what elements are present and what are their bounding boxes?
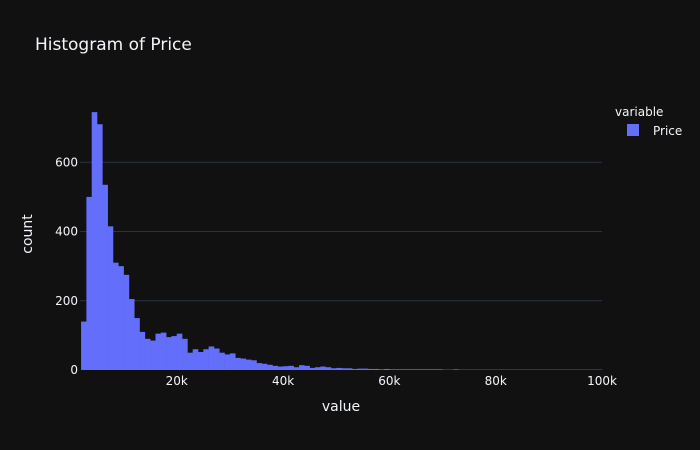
histogram-bar[interactable]	[219, 352, 225, 370]
histogram-bar[interactable]	[128, 299, 135, 370]
y-tick-label: 600	[55, 155, 78, 169]
histogram-bar[interactable]	[304, 365, 310, 370]
x-tick-label: 60k	[378, 374, 400, 388]
histogram-bar[interactable]	[421, 369, 427, 370]
histogram-bar[interactable]	[431, 369, 438, 370]
bars-layer	[81, 112, 603, 370]
histogram-bar[interactable]	[368, 368, 374, 370]
y-tick-label: 400	[55, 225, 78, 239]
legend: variable Price	[615, 105, 682, 138]
histogram-bar[interactable]	[352, 368, 358, 370]
histogram-bar[interactable]	[208, 346, 215, 370]
histogram-bar[interactable]	[394, 369, 401, 370]
histogram-bar[interactable]	[176, 333, 183, 370]
histogram-bar[interactable]	[198, 352, 204, 370]
y-tick-label: 200	[55, 294, 78, 308]
histogram-bar[interactable]	[139, 331, 146, 370]
legend-label-price: Price	[653, 124, 682, 138]
histogram-bar[interactable]	[283, 366, 289, 370]
histogram-bar[interactable]	[330, 368, 337, 370]
histogram-bar[interactable]	[160, 332, 167, 370]
x-tick-label: 80k	[485, 374, 507, 388]
histogram-bar[interactable]	[187, 352, 193, 370]
histogram-bar[interactable]	[378, 369, 385, 370]
histogram-bar[interactable]	[150, 340, 156, 370]
histogram-bar[interactable]	[341, 368, 348, 370]
histogram-bar[interactable]	[86, 196, 92, 370]
histogram-bar[interactable]	[97, 124, 103, 370]
histogram-bar[interactable]	[405, 369, 411, 370]
histogram-bar[interactable]	[410, 369, 417, 370]
histogram-bar[interactable]	[118, 266, 124, 370]
histogram-bar[interactable]	[453, 369, 459, 370]
axis-layer: 0 200 400 600 20k 40k 60k 80k 100k	[55, 155, 617, 388]
histogram-bar[interactable]	[384, 368, 390, 370]
histogram-bar[interactable]	[224, 354, 231, 370]
histogram-bar[interactable]	[123, 274, 130, 370]
x-axis-title: value	[322, 399, 360, 415]
histogram-bar[interactable]	[134, 318, 140, 370]
histogram-bar[interactable]	[203, 349, 209, 370]
x-tick-label: 40k	[272, 374, 294, 388]
histogram-bar[interactable]	[362, 368, 369, 370]
x-tick-label: 100k	[587, 374, 617, 388]
grid-layer	[80, 161, 602, 302]
x-tick-label: 20k	[166, 374, 188, 388]
histogram-bar[interactable]	[346, 368, 353, 370]
histogram-bar[interactable]	[171, 336, 178, 370]
histogram-bar[interactable]	[426, 369, 433, 370]
histogram-bar[interactable]	[182, 338, 188, 370]
histogram-bar[interactable]	[373, 368, 380, 370]
histogram-bar[interactable]	[240, 358, 247, 370]
histogram-bar[interactable]	[309, 367, 316, 370]
histogram-bar[interactable]	[314, 367, 321, 370]
legend-item-price[interactable]: Price	[627, 124, 682, 138]
histogram-bar[interactable]	[81, 321, 87, 370]
histogram-bar[interactable]	[272, 365, 279, 370]
histogram-bar[interactable]	[251, 360, 257, 370]
histogram-bar[interactable]	[325, 367, 332, 370]
histogram-bar[interactable]	[267, 364, 273, 370]
histogram-bar[interactable]	[320, 366, 326, 370]
histogram-bar[interactable]	[415, 369, 422, 370]
legend-swatch	[627, 124, 639, 136]
histogram-bar[interactable]	[437, 369, 443, 370]
histogram-bar[interactable]	[245, 359, 252, 370]
histogram-bar[interactable]	[261, 363, 268, 370]
legend-title: variable	[615, 105, 663, 119]
histogram-bar[interactable]	[155, 333, 162, 370]
histogram-bar[interactable]	[107, 226, 114, 370]
y-tick-label: 0	[70, 363, 78, 377]
histogram-bar[interactable]	[277, 366, 284, 370]
y-axis-title: count	[20, 214, 36, 254]
histogram-bar[interactable]	[288, 365, 294, 370]
histogram-bar[interactable]	[357, 368, 364, 370]
histogram-bar[interactable]	[229, 353, 236, 370]
histogram-bar[interactable]	[213, 348, 220, 370]
histogram-bar[interactable]	[389, 369, 395, 370]
histogram-bar[interactable]	[235, 357, 241, 370]
histogram-bar[interactable]	[112, 262, 119, 370]
histogram-bar[interactable]	[299, 365, 305, 370]
histogram-bar[interactable]	[293, 367, 300, 370]
chart-title: Histogram of Price	[35, 35, 192, 55]
histogram-bar[interactable]	[256, 363, 263, 370]
histogram-bar[interactable]	[91, 112, 98, 370]
histogram-bar[interactable]	[102, 184, 108, 370]
histogram-bar[interactable]	[192, 349, 199, 370]
histogram-bar[interactable]	[166, 337, 172, 370]
histogram-bar[interactable]	[144, 338, 151, 370]
histogram-bar[interactable]	[400, 369, 406, 370]
histogram-bar[interactable]	[336, 367, 342, 370]
